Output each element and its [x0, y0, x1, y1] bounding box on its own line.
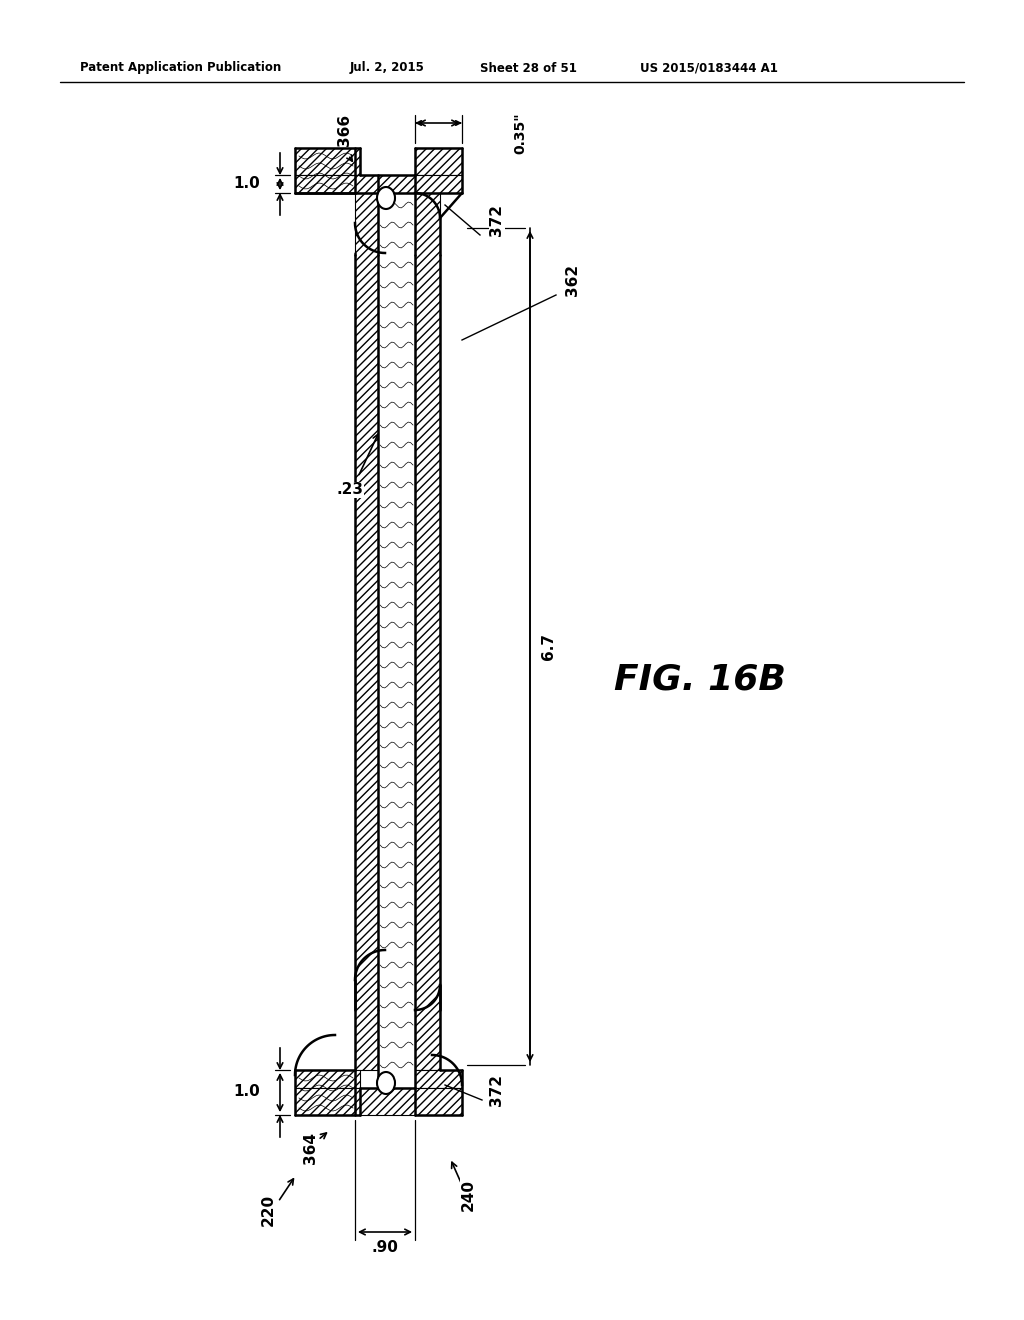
Text: 1.0: 1.0 — [233, 177, 260, 191]
Bar — [295, 148, 360, 176]
Text: US 2015/0183444 A1: US 2015/0183444 A1 — [640, 62, 778, 74]
Text: 220: 220 — [260, 1193, 275, 1226]
Text: 240: 240 — [461, 1179, 475, 1210]
Ellipse shape — [377, 187, 395, 209]
Bar — [295, 1088, 462, 1115]
Ellipse shape — [377, 1072, 395, 1094]
Bar — [415, 193, 440, 1071]
Bar — [415, 148, 462, 176]
Text: 6.7: 6.7 — [541, 632, 555, 660]
Bar — [295, 176, 462, 193]
Text: .23: .23 — [337, 483, 364, 498]
Text: FIG. 16B: FIG. 16B — [614, 663, 786, 697]
Text: Sheet 28 of 51: Sheet 28 of 51 — [480, 62, 577, 74]
Text: 362: 362 — [564, 264, 580, 296]
Text: Jul. 2, 2015: Jul. 2, 2015 — [350, 62, 425, 74]
Text: .90: .90 — [372, 1241, 398, 1255]
Bar — [295, 1071, 360, 1088]
Bar — [355, 193, 378, 1071]
Text: 0.35": 0.35" — [513, 112, 527, 154]
Text: Patent Application Publication: Patent Application Publication — [80, 62, 282, 74]
Bar — [415, 1071, 462, 1088]
Text: 364: 364 — [302, 1133, 317, 1164]
Text: 372: 372 — [489, 1074, 505, 1106]
Text: 1.0: 1.0 — [233, 1085, 260, 1100]
Text: 372: 372 — [489, 205, 505, 236]
Text: 366: 366 — [338, 114, 352, 147]
